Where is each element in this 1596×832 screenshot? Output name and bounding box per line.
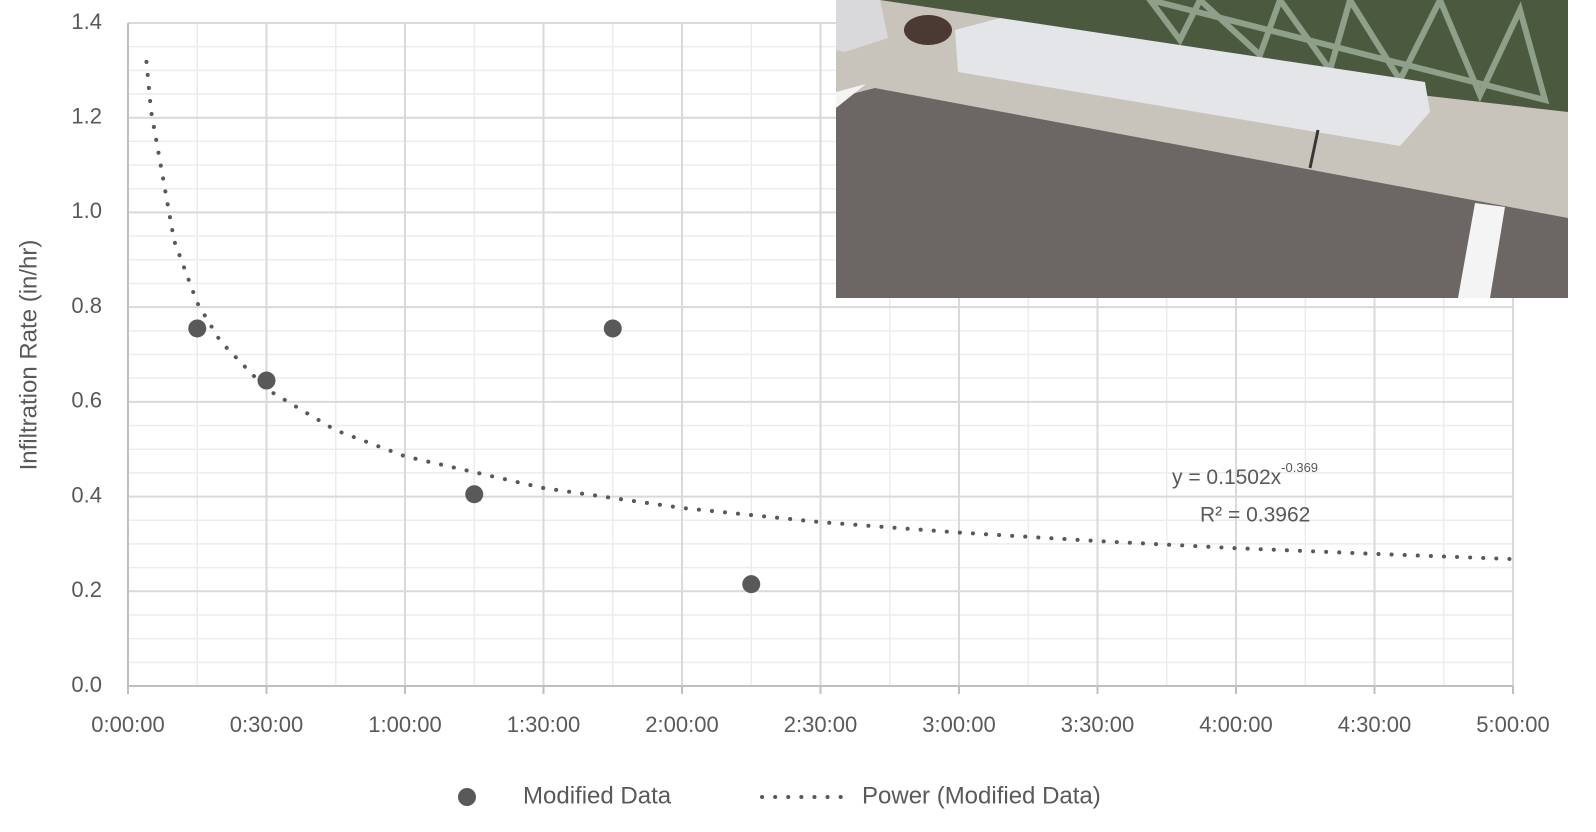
photo-asphalt xyxy=(836,88,1568,298)
y-tick-label: 1.2 xyxy=(71,104,102,129)
trend-equation-exponent: -0.369 xyxy=(1281,460,1318,475)
photo-stripe xyxy=(1458,203,1505,298)
x-tick-label: 1:30:00 xyxy=(507,712,580,737)
legend-label: Power (Modified Data) xyxy=(862,782,1101,809)
data-point xyxy=(742,575,761,594)
photo-rock xyxy=(904,15,952,45)
data-point xyxy=(465,485,484,504)
y-tick-label: 0.6 xyxy=(71,388,102,413)
x-tick-label: 4:00:00 xyxy=(1199,712,1272,737)
photo-block xyxy=(836,0,888,52)
photo-crack xyxy=(1308,129,1320,169)
x-tick-label: 0:30:00 xyxy=(230,712,303,737)
photo-stripe-left xyxy=(836,84,866,108)
y-tick-label: 0.0 xyxy=(71,672,102,697)
photo-parking-stop xyxy=(955,18,1430,146)
photo-grass-blades xyxy=(1146,0,1550,105)
y-tick-label: 0.8 xyxy=(71,293,102,318)
legend-label: Modified Data xyxy=(523,782,672,809)
data-point xyxy=(257,371,276,390)
data-point xyxy=(603,319,622,338)
x-tick-label: 3:00:00 xyxy=(922,712,995,737)
data-point xyxy=(188,319,207,338)
trend-r-squared: R² = 0.3962 xyxy=(1200,504,1310,527)
x-tick-label: 5:00:00 xyxy=(1476,712,1549,737)
x-tick-label: 2:30:00 xyxy=(784,712,857,737)
trend-equation: y = 0.1502x-0.369 xyxy=(1172,460,1318,488)
x-tick-label: 1:00:00 xyxy=(368,712,441,737)
photo-inset xyxy=(836,0,1568,298)
y-tick-label: 1.4 xyxy=(71,9,102,34)
x-tick-label: 3:30:00 xyxy=(1061,712,1134,737)
trend-equation-base: y = 0.1502x xyxy=(1172,466,1282,489)
y-tick-label: 1.0 xyxy=(71,198,102,223)
x-tick-label: 0:00:00 xyxy=(91,712,164,737)
y-axis-label: Infiltration Rate (in/hr) xyxy=(15,240,42,471)
x-tick-label: 2:00:00 xyxy=(645,712,718,737)
y-tick-label: 0.4 xyxy=(71,482,102,507)
legend-marker xyxy=(458,788,476,806)
x-tick-label: 4:30:00 xyxy=(1338,712,1411,737)
y-tick-label: 0.2 xyxy=(71,577,102,602)
